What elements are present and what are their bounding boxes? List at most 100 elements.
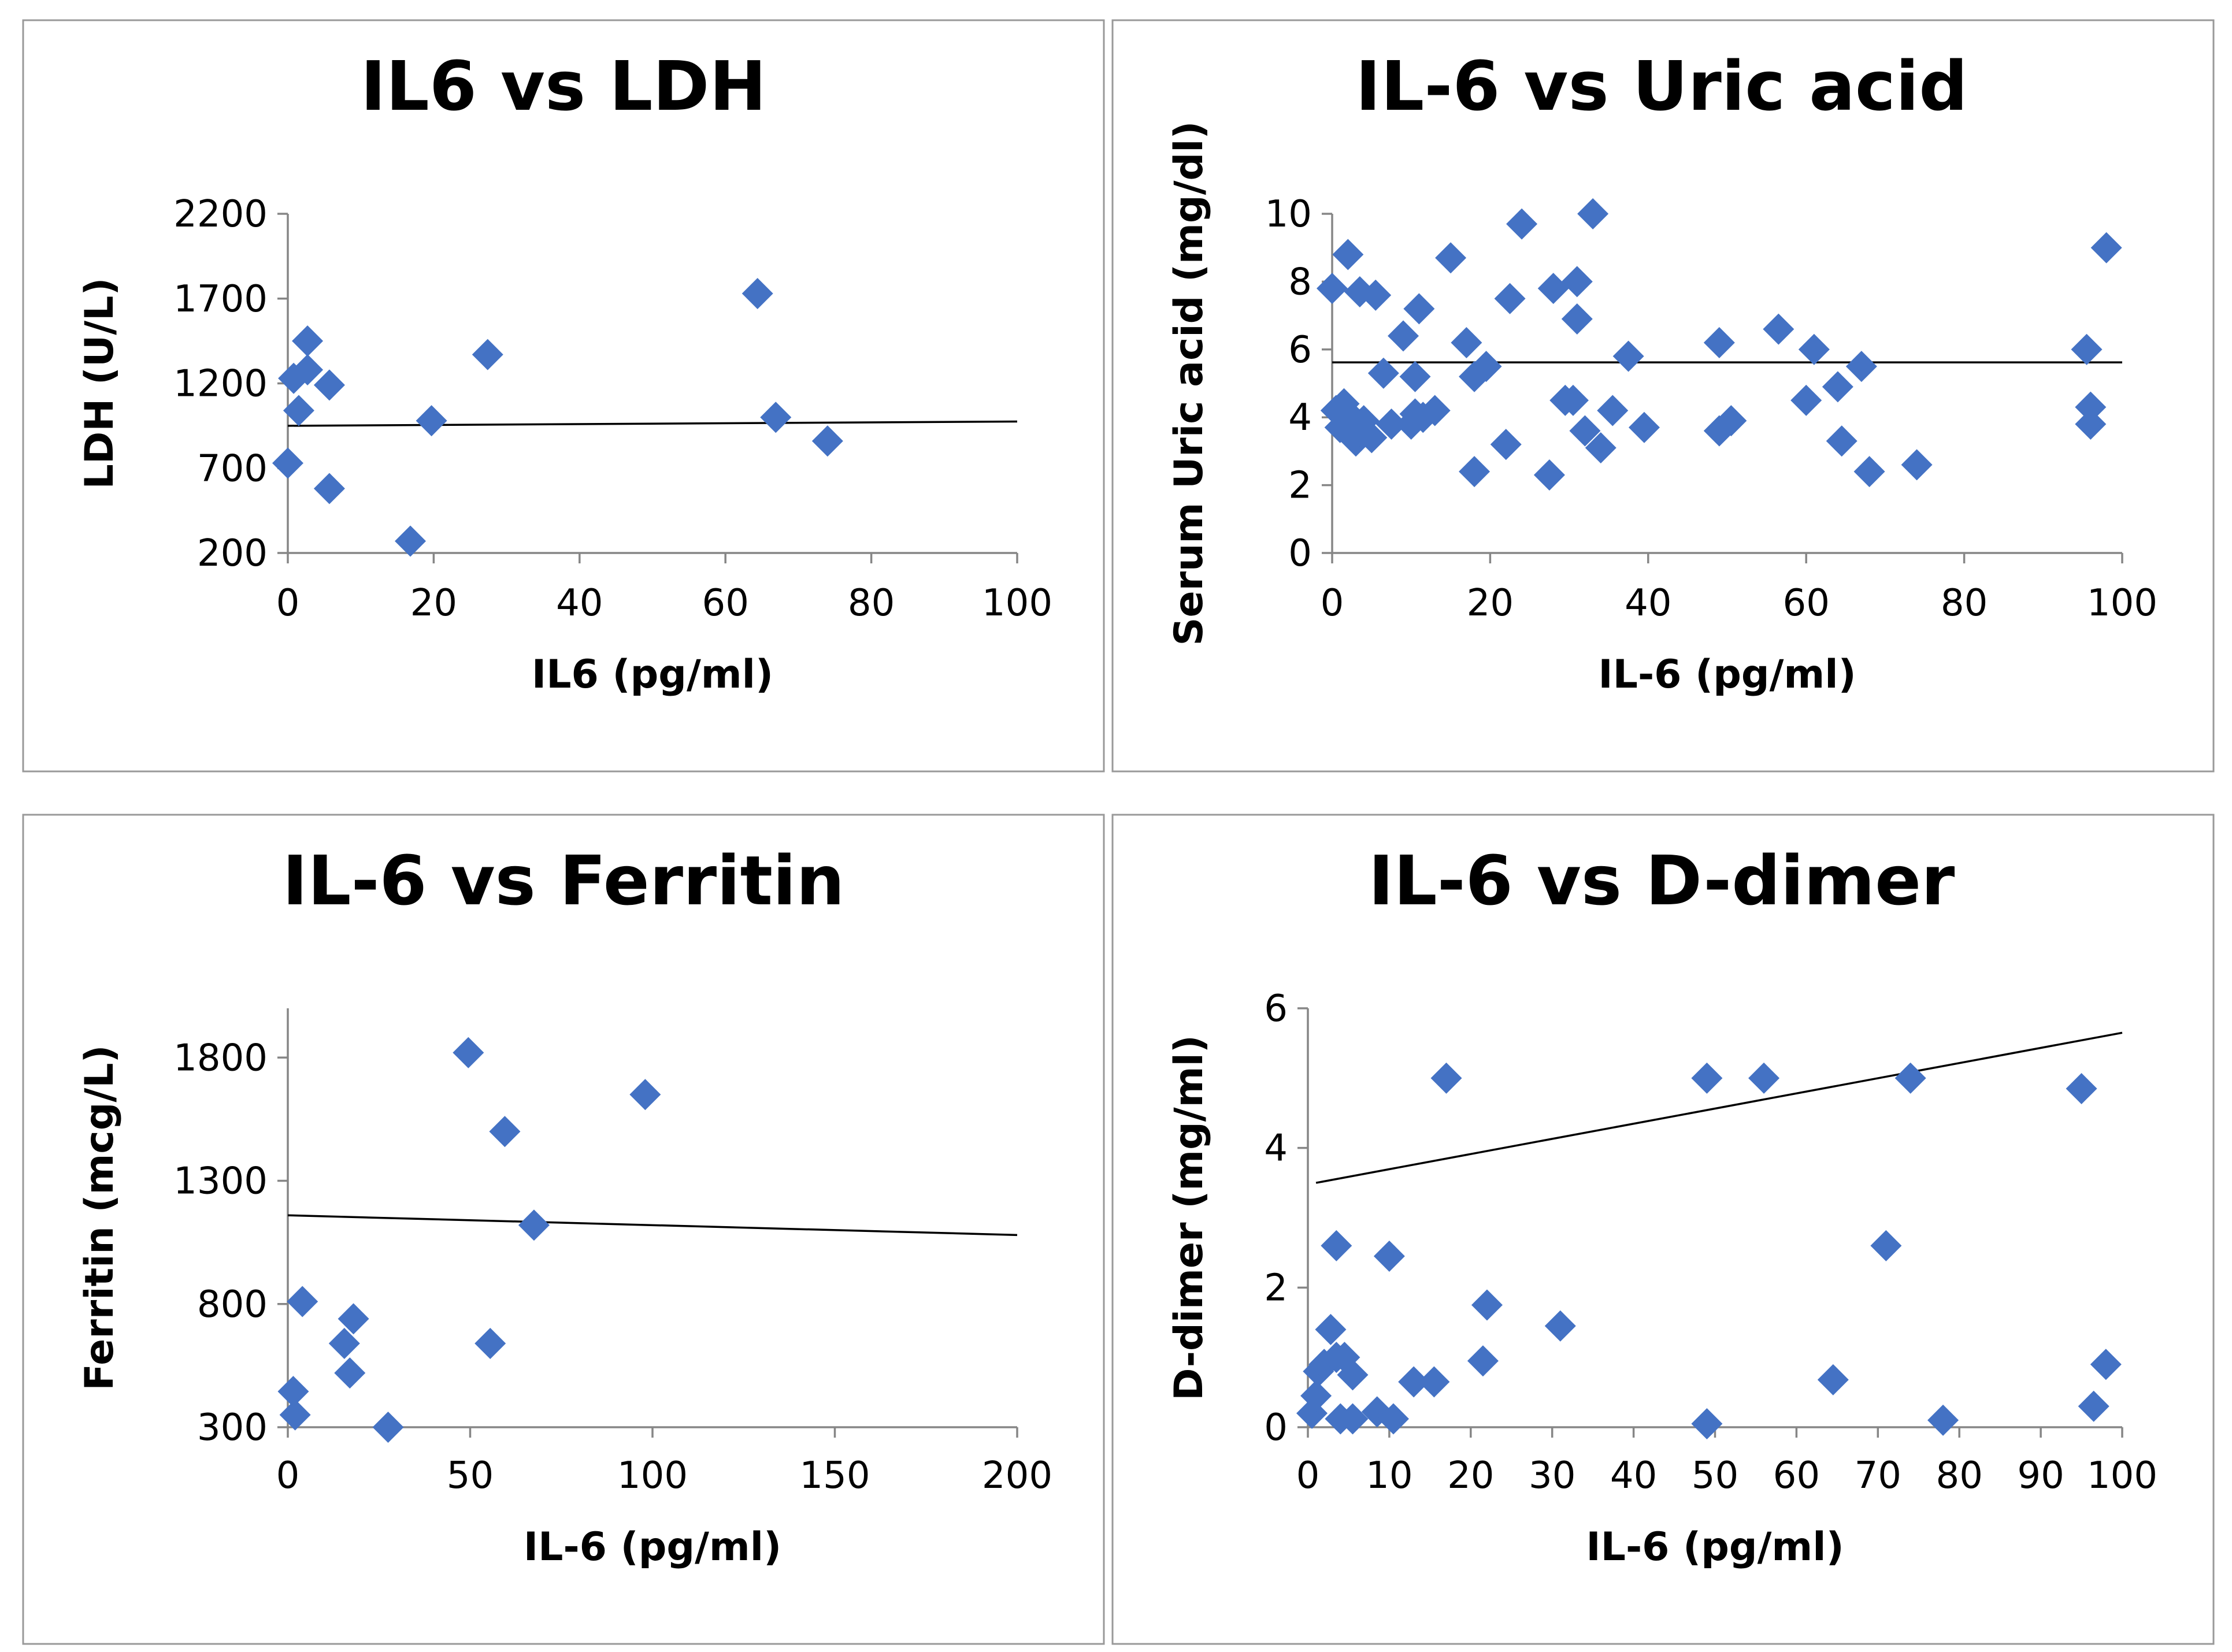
y-tick-label: 6 [1288,329,1312,372]
data-point [1577,198,1609,229]
data-point [2075,391,2107,423]
data-point [338,1303,369,1335]
trendline [287,420,1018,427]
data-point [1927,1404,1959,1436]
y-tick-label: 1700 [173,278,268,321]
data-point [1399,361,1431,392]
data-point [1597,395,1629,426]
y-tick-label: 8 [1288,261,1312,303]
data-point [277,1376,309,1408]
x-tick-label: 50 [447,1454,494,1497]
y-tick-label: 1300 [173,1160,268,1203]
panel-frame [1111,19,2215,773]
x-tick-label: 200 [982,1454,1052,1497]
data-point [1398,1366,1430,1398]
data-point [1561,266,1593,298]
x-tick-label: 100 [982,582,1052,625]
panel-frame [22,814,1105,1645]
x-axis-title: IL-6 (pg/ml) [524,1524,781,1570]
data-point [292,325,324,357]
data-point [1748,1062,1780,1094]
trendline [1315,1031,2123,1184]
chart-title: IL6 vs LDH [361,46,766,126]
x-tick-label: 20 [1447,1454,1494,1497]
data-point [1367,357,1399,389]
y-tick-label: 1800 [173,1037,268,1079]
data-point [1557,384,1589,416]
data-point [1419,395,1451,426]
data-point [1853,456,1885,488]
data-point [1569,415,1601,447]
data-point [2090,1349,2122,1380]
data-point [395,525,427,557]
data-point [279,1399,311,1431]
data-point [1451,327,1482,359]
data-point [1561,303,1593,335]
data-point [1845,351,1877,383]
x-tick-label: 20 [410,582,457,625]
chart-title: IL-6 vs D-dimer [1369,841,1955,920]
y-tick-label: 2 [1288,465,1312,507]
x-axis-title: IL-6 (pg/ml) [1586,1524,1844,1570]
x-tick-label: 150 [799,1454,870,1497]
data-point [1418,1366,1450,1398]
data-point [287,1286,318,1317]
data-point [1471,1289,1503,1321]
data-point [1459,456,1491,488]
y-axis-title: Ferritin (mcg/L) [77,1045,123,1390]
x-tick-label: 0 [1321,582,1344,625]
data-point [1337,1403,1369,1435]
y-tick-label: 4 [1288,396,1312,439]
data-point [1537,273,1569,305]
data-point [2075,408,2107,440]
data-point [1612,340,1644,372]
chart-panel-1: IL6 vs LDH 0 20 40 60 80 100 200 700 1200 1700 2200… [22,19,1105,773]
data-point [416,405,447,437]
data-point [1894,1062,1926,1094]
data-point [1763,313,1795,345]
y-axis-title: LDH (U/L) [77,278,123,489]
chart-title: IL-6 vs Ferritin [282,841,844,920]
data-point [1817,1364,1849,1395]
data-point [1585,432,1616,464]
data-point [811,425,843,457]
y-tick-label: 800 [197,1283,268,1326]
data-point [328,1328,360,1359]
y-axis-title: D-dimer (mg/ml) [1166,1035,1212,1401]
y-tick-label: 2 [1264,1267,1288,1309]
y-tick-label: 1200 [173,363,268,406]
x-tick-label: 0 [1296,1454,1320,1497]
data-point [292,354,324,386]
data-point [1826,425,1857,457]
data-point [741,277,773,309]
y-axis-title: Serum Uric acid (mg/dl) [1166,121,1212,646]
data-point [1628,411,1660,443]
data-point [518,1209,550,1241]
y-tick-label: 200 [197,532,268,575]
data-point [1703,327,1735,359]
x-tick-label: 90 [2017,1454,2064,1497]
x-tick-label: 60 [1773,1454,1820,1497]
data-point [334,1357,366,1389]
data-point [1901,449,1933,481]
data-point [1822,371,1853,403]
x-tick-label: 0 [276,582,300,625]
x-tick-label: 40 [1610,1454,1657,1497]
x-tick-label: 70 [1855,1454,1901,1497]
data-point [313,369,345,401]
data-point [1377,1403,1409,1435]
data-point [1467,1345,1499,1377]
data-point [1506,208,1538,240]
y-tick-label: 2200 [173,193,268,236]
y-tick-label: 4 [1264,1127,1288,1170]
x-axis-title: IL6 (pg/ml) [532,652,773,697]
data-point [489,1116,521,1148]
data-point [1691,1062,1723,1094]
data-point [313,473,345,504]
data-point [1715,405,1747,437]
data-point [1315,1313,1347,1345]
x-tick-label: 100 [617,1454,688,1497]
y-tick-label: 700 [197,447,268,490]
y-tick-label: 0 [1288,532,1312,575]
